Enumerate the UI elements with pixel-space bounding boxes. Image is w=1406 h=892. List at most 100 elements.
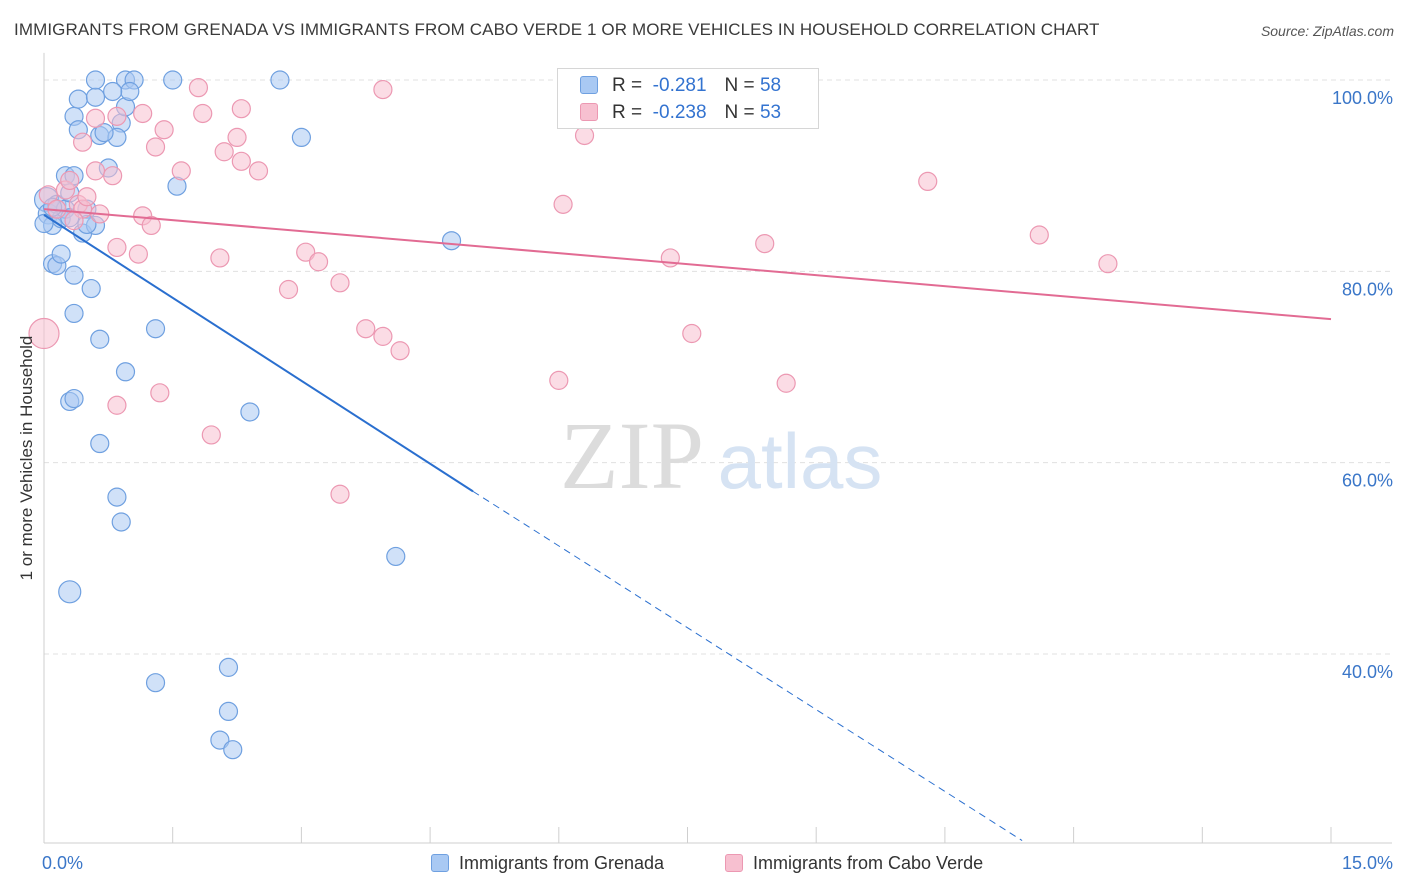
grenada-point <box>103 81 123 102</box>
grenada-point <box>218 657 239 677</box>
caboverde-point <box>308 252 329 272</box>
caboverde-point <box>390 341 410 361</box>
grenada-point <box>111 512 131 532</box>
grenada-point <box>51 244 71 264</box>
grenada-point <box>223 740 243 760</box>
grenada-point <box>34 213 54 234</box>
caboverde-point <box>85 108 106 128</box>
grenada-point <box>145 673 166 693</box>
grenada-trend-solid <box>43 214 474 493</box>
y-tick-label: 60.0% <box>1342 471 1393 491</box>
caboverde-point <box>154 120 174 140</box>
caboverde-point <box>1098 254 1118 274</box>
y-tick-label: 100.0% <box>1332 88 1393 108</box>
grenada-point <box>218 701 239 722</box>
caboverde-point <box>28 317 60 350</box>
caboverde-point <box>356 319 376 339</box>
caboverde-point <box>227 127 247 147</box>
chart-title: IMMIGRANTS FROM GRENADA VS IMMIGRANTS FR… <box>14 20 1100 39</box>
caboverde-point <box>330 484 350 504</box>
trend-lines <box>43 208 1332 841</box>
caboverde-point <box>193 103 213 124</box>
legend-swatch-caboverde <box>580 103 598 121</box>
legend-n-value: 58 <box>759 75 782 96</box>
caboverde-point <box>373 79 393 100</box>
caboverde-point <box>188 78 209 98</box>
grenada-point <box>90 329 110 349</box>
grenada-point <box>291 127 311 147</box>
grenada-point <box>240 402 260 422</box>
caboverde-point <box>248 161 269 181</box>
grenada-point <box>115 362 136 382</box>
caboverde-point <box>128 244 148 264</box>
y-tick-label: 80.0% <box>1342 279 1393 299</box>
legend-n-value: 53 <box>759 102 782 123</box>
grenada-point <box>107 487 127 507</box>
legend-row-grenada: R = -0.281 N = 58 <box>580 75 781 99</box>
grenada-point <box>145 319 166 339</box>
caboverde-point <box>64 211 84 231</box>
bottom-legend-label-grenada: Immigrants from Grenada <box>459 853 665 873</box>
bottom-legend-label-caboverde: Immigrants from Cabo Verde <box>753 853 984 873</box>
watermark-zip: ZIP <box>560 402 704 509</box>
legend-r-value: -0.238 <box>652 102 707 123</box>
watermark-atlas: atlas <box>718 417 883 505</box>
caboverde-point <box>549 370 569 390</box>
caboverde-point <box>85 161 106 181</box>
grenada-point <box>68 89 88 109</box>
series-grenada <box>33 70 462 760</box>
bottom-legend-grenada: Immigrants from Grenada <box>431 853 664 874</box>
legend-swatch-grenada <box>580 76 598 94</box>
grenada-point <box>94 123 114 143</box>
caboverde-point <box>150 383 170 403</box>
grenada-point <box>270 70 290 90</box>
grenada-point <box>441 231 462 251</box>
caboverde-point <box>145 137 166 157</box>
caboverde-point <box>133 103 153 124</box>
grenada-point <box>64 265 84 285</box>
source-label: Source: ZipAtlas.com <box>1260 23 1394 39</box>
grenada-point <box>81 278 101 299</box>
grenada-point <box>85 70 106 90</box>
caboverde-point <box>231 151 251 171</box>
caboverde-trend <box>43 208 1332 321</box>
caboverde-point <box>214 142 234 162</box>
legend-n-label: N = <box>724 102 755 123</box>
grenada-point <box>64 303 84 324</box>
caboverde-point <box>201 425 221 445</box>
caboverde-point <box>60 170 80 191</box>
caboverde-point <box>107 237 127 258</box>
x-tick-label: 0.0% <box>42 853 83 873</box>
caboverde-point <box>103 166 123 186</box>
caboverde-point <box>553 194 573 214</box>
grenada-point <box>90 433 110 454</box>
caboverde-point <box>1029 225 1049 245</box>
grenada-point <box>163 70 183 90</box>
legend-r-label: R = <box>612 102 643 123</box>
grenada-point <box>386 546 406 567</box>
watermark: ZIP atlas <box>560 402 882 509</box>
caboverde-point <box>107 106 127 126</box>
tick-labels: 40.0% 60.0% 80.0% 100.0% 0.0% 15.0% <box>42 88 1393 873</box>
caboverde-point <box>373 326 393 346</box>
bottom-legend-swatch-caboverde <box>725 854 743 872</box>
bottom-legend-swatch-grenada <box>431 854 449 872</box>
caboverde-point <box>660 248 680 268</box>
caboverde-point <box>77 187 97 207</box>
caboverde-point <box>231 99 251 119</box>
grenada-point <box>120 81 140 102</box>
caboverde-point <box>296 242 316 262</box>
caboverde-point <box>210 248 230 268</box>
caboverde-point <box>776 373 796 393</box>
series-caboverde <box>28 78 1118 504</box>
grenada-point <box>64 388 84 409</box>
y-axis-title: 1 or more Vehicles in Household <box>17 335 36 581</box>
x-tick-label: 15.0% <box>1342 853 1393 873</box>
grenada-point <box>85 87 106 107</box>
correlation-legend: R = -0.281 N = 58 R = -0.238 N = 53 <box>557 68 819 129</box>
caboverde-point <box>107 395 127 415</box>
axes <box>43 52 1392 844</box>
caboverde-point <box>171 161 191 181</box>
caboverde-point <box>574 125 595 146</box>
